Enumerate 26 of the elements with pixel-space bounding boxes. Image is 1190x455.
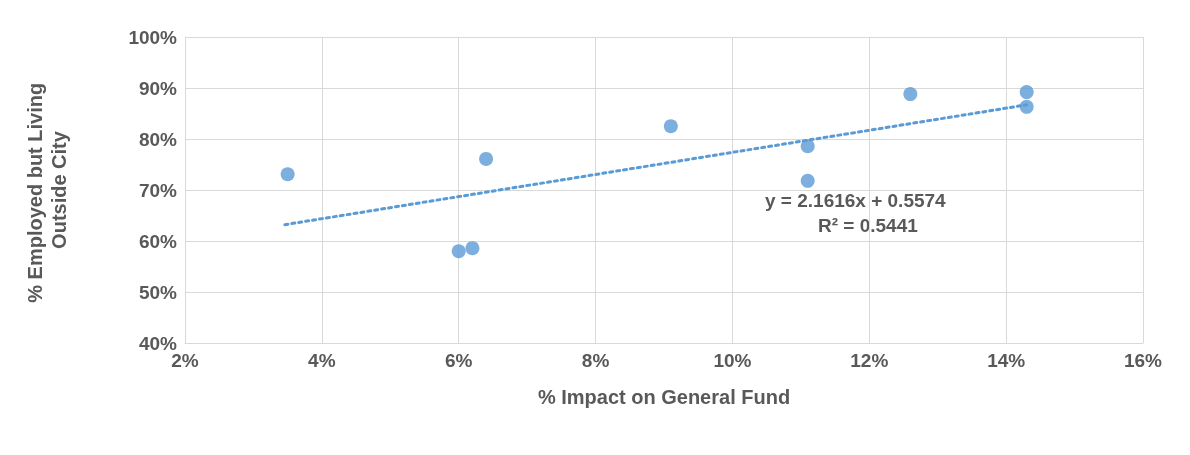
x-axis-title: % Impact on General Fund <box>537 386 791 408</box>
point <box>479 151 494 166</box>
y-axis-title: % Employed but Living Outside City <box>24 77 70 303</box>
point <box>1019 85 1034 100</box>
x-tick-label: 16% <box>1123 350 1163 371</box>
y-tick-label: 70% <box>138 179 178 201</box>
point <box>800 139 815 154</box>
point <box>903 87 918 102</box>
point <box>800 173 815 188</box>
point <box>465 241 480 256</box>
y-tick-label: 80% <box>138 128 178 150</box>
point <box>663 119 678 134</box>
y-tick-label: 50% <box>138 281 178 303</box>
x-tick-label: 4% <box>308 350 336 371</box>
x-tick-label: 14% <box>987 350 1026 371</box>
x-tick-label: 12% <box>850 350 889 371</box>
point <box>280 167 295 182</box>
y-tick-label: 90% <box>138 77 178 99</box>
x-tick-label: 10% <box>713 350 752 371</box>
x-tick-label: 8% <box>581 350 610 371</box>
annotation: R² = 0.5441 <box>818 215 919 236</box>
y-tick-label: 100% <box>128 26 178 48</box>
annotation: y = 2.1616x + 0.5574 <box>765 190 947 211</box>
x-tick-label: 6% <box>444 350 473 371</box>
y-tick-label: 60% <box>138 230 178 252</box>
point <box>451 244 466 259</box>
